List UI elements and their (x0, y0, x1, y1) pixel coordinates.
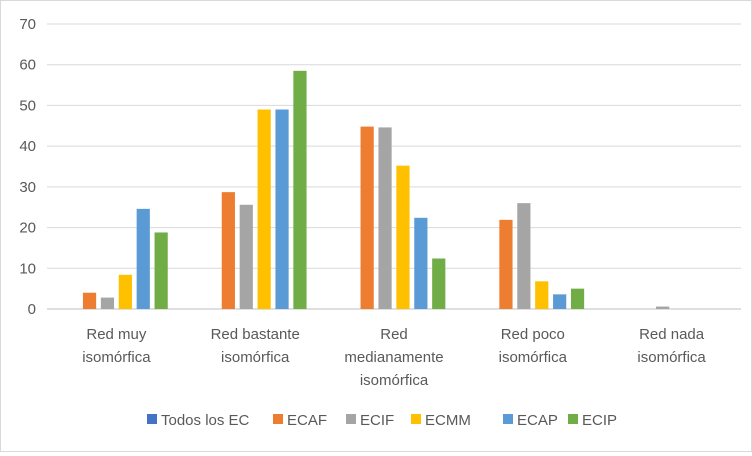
x-category-label: medianamente (344, 349, 443, 366)
bar-ecif (100, 297, 115, 309)
x-category-label: Red (380, 326, 408, 343)
bar-ecaf (360, 126, 374, 309)
x-category-label: isomórfica (499, 349, 568, 366)
bar-ecap (553, 294, 567, 309)
legend-swatch (273, 414, 283, 424)
bar-ecaf (499, 219, 513, 309)
legend-label: ECIP (582, 412, 617, 429)
legend-swatch (346, 414, 356, 424)
bar-ecaf (221, 192, 235, 309)
bar-ecap (275, 109, 289, 309)
x-category-label: isomórfica (637, 349, 706, 366)
y-tick-label: 0 (28, 301, 36, 318)
bar-ecap (414, 217, 428, 309)
bar-ecif (517, 203, 531, 309)
x-category-label: Red muy (86, 326, 147, 343)
x-category-label: Red nada (639, 326, 705, 343)
legend-swatch (568, 414, 578, 424)
y-tick-label: 40 (19, 138, 36, 155)
bar-ecmm (118, 274, 132, 309)
gridlines (47, 23, 741, 310)
bar-ecif (656, 306, 670, 309)
bar-ecip (154, 232, 168, 309)
bar-ecmm (396, 165, 410, 309)
bar-ecip (570, 288, 585, 309)
bar-ecmm (535, 281, 549, 309)
legend-label: Todos los EC (161, 412, 250, 429)
y-tick-label: 20 (19, 220, 36, 237)
legend-label: ECAP (517, 412, 558, 429)
legend: Todos los EC ECAF ECIF ECMM ECAP ECIP (147, 412, 617, 429)
legend-label: ECIF (360, 412, 394, 429)
y-tick-label: 10 (19, 260, 36, 277)
y-axis-tick-labels: 0 10 20 30 40 50 60 70 (19, 16, 36, 318)
x-category-label: isomórfica (221, 349, 290, 366)
y-tick-label: 30 (19, 179, 36, 196)
legend-label: ECAF (287, 412, 327, 429)
bar-ecmm (257, 109, 271, 309)
bar-ecif (239, 204, 253, 309)
x-axis-category-labels: Red muy isomórfica Red bastante isomórfica R… (82, 326, 706, 389)
legend-swatch (503, 414, 513, 424)
bar-ecip (432, 258, 446, 309)
y-tick-label: 50 (19, 97, 36, 114)
bar-ecip (293, 70, 307, 309)
x-category-label: isomórfica (82, 349, 151, 366)
y-tick-label: 60 (19, 57, 36, 74)
x-category-label: isomórfica (360, 372, 429, 389)
bars (82, 70, 670, 310)
legend-swatch (411, 414, 421, 424)
bar-ecap (136, 208, 150, 309)
bar-ecif (378, 127, 392, 310)
x-category-label: Red bastante (211, 326, 300, 343)
bar-ecaf (82, 292, 97, 309)
legend-swatch (147, 414, 157, 424)
x-category-label: Red poco (501, 326, 565, 343)
legend-label: ECMM (425, 412, 471, 429)
y-tick-label: 70 (19, 16, 36, 33)
